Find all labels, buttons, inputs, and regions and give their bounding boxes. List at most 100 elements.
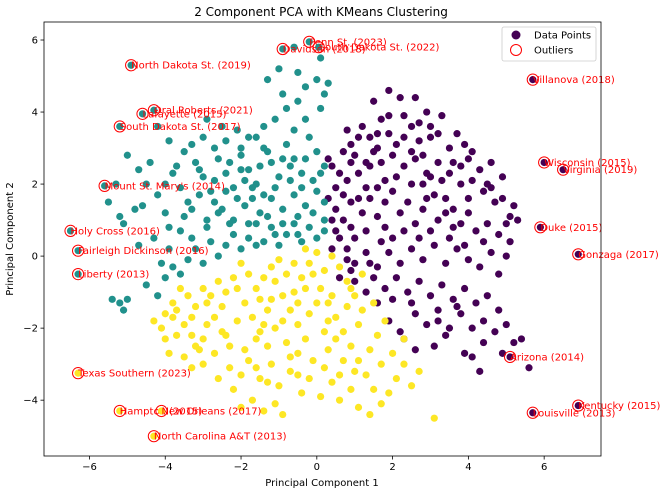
data-point: [332, 184, 340, 192]
data-point: [449, 158, 457, 167]
data-point: [214, 209, 222, 217]
data-point: [335, 274, 344, 282]
x-tick-label: −2: [234, 462, 249, 473]
data-point: [169, 263, 177, 271]
data-point: [419, 205, 427, 213]
data-point: [241, 299, 249, 307]
data-point: [328, 292, 336, 300]
y-tick-label: 0: [32, 252, 38, 263]
data-point: [449, 205, 457, 213]
data-point: [335, 371, 344, 379]
data-point: [282, 338, 291, 347]
data-point: [328, 252, 336, 260]
data-point: [294, 349, 302, 357]
data-point: [498, 194, 507, 203]
data-point: [328, 245, 336, 253]
data-point: [252, 220, 260, 228]
data-point: [245, 133, 253, 141]
data-point: [479, 187, 488, 195]
outlier-label: Mount St. Mary's (2014): [105, 181, 225, 192]
data-point: [248, 184, 257, 192]
outlier-label: Fairleigh Dickinson (2016): [78, 246, 209, 257]
data-point: [260, 238, 268, 246]
data-point: [279, 317, 287, 325]
data-point: [248, 313, 257, 321]
data-point: [362, 288, 370, 296]
outlier-ring: [64, 224, 77, 237]
data-point: [472, 299, 480, 307]
data-point: [222, 331, 230, 339]
data-point: [271, 184, 279, 192]
data-point: [161, 209, 169, 217]
data-point: [354, 133, 363, 141]
data-point: [358, 209, 366, 217]
data-point: [252, 364, 260, 372]
outlier-ring: [312, 41, 325, 54]
data-point: [351, 259, 359, 267]
data-point: [267, 360, 275, 368]
data-point: [119, 220, 128, 228]
data-point: [188, 140, 196, 149]
data-point: [256, 374, 264, 383]
data-point: [347, 342, 355, 350]
data-point: [184, 256, 192, 264]
data-point: [165, 245, 173, 253]
data-point: [169, 299, 177, 307]
data-point: [358, 122, 366, 131]
data-point: [415, 137, 423, 145]
data-point: [286, 176, 294, 185]
data-point: [290, 259, 298, 267]
data-point: [161, 180, 169, 188]
data-point: [457, 180, 465, 188]
data-point: [104, 198, 113, 206]
data-point: [438, 112, 446, 120]
outlier-point: [506, 353, 514, 361]
data-point: [191, 245, 200, 253]
legend-box: [501, 26, 597, 62]
data-point: [267, 194, 275, 203]
data-point: [180, 148, 188, 156]
data-point: [282, 230, 291, 239]
data-point: [271, 324, 279, 332]
data-point: [362, 371, 370, 379]
data-point: [188, 205, 196, 213]
data-point: [411, 310, 419, 318]
data-point: [411, 94, 419, 102]
data-point: [301, 335, 310, 343]
data-point: [495, 306, 503, 314]
data-point: [388, 349, 397, 357]
data-point: [214, 155, 222, 163]
data-point: [191, 342, 200, 350]
data-point: [385, 248, 393, 257]
data-point: [468, 176, 476, 185]
data-point: [324, 346, 332, 354]
data-point: [199, 133, 207, 141]
data-point: [282, 104, 291, 113]
outlier-point: [66, 227, 75, 235]
data-point: [347, 266, 355, 275]
data-point: [415, 367, 423, 375]
data-point: [309, 356, 317, 365]
data-point: [339, 328, 347, 336]
data-point: [290, 126, 298, 134]
data-point: [479, 338, 488, 347]
data-point: [298, 389, 306, 397]
data-point: [404, 288, 412, 296]
data-point: [495, 270, 503, 278]
data-point: [407, 299, 416, 307]
data-point: [442, 259, 450, 267]
data-point: [434, 130, 442, 138]
data-point: [381, 284, 389, 293]
data-point: [195, 191, 203, 199]
data-point: [271, 230, 279, 239]
data-point: [407, 180, 416, 188]
data-point: [407, 122, 416, 131]
data-point: [271, 400, 279, 408]
data-point: [135, 166, 143, 174]
data-point: [320, 227, 328, 235]
data-point: [245, 270, 253, 278]
data-point: [298, 184, 306, 192]
outlier-ring: [572, 248, 585, 261]
data-point: [366, 133, 374, 141]
data-point: [415, 119, 423, 127]
